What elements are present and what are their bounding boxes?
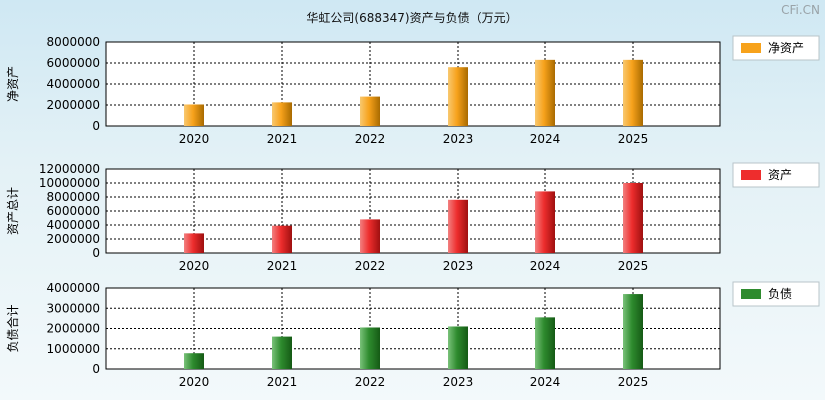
bar-2021 xyxy=(272,336,292,369)
bar-2023 xyxy=(448,67,468,126)
bar-2024 xyxy=(535,317,555,369)
bar-2020 xyxy=(184,353,204,369)
x-tick-label: 2020 xyxy=(179,375,210,389)
y-tick-label: 6000000 xyxy=(47,56,100,70)
x-tick-label: 2021 xyxy=(267,132,298,146)
y-tick-label: 0 xyxy=(92,246,100,260)
legend-swatch xyxy=(741,289,761,299)
y-tick-label: 4000000 xyxy=(47,218,100,232)
x-tick-label: 2022 xyxy=(355,375,386,389)
y-tick-label: 6000000 xyxy=(47,204,100,218)
panel-liabilities: 0 1000000 2000000 3000000 4000000 2020 2021 202… xyxy=(5,281,820,389)
y-tick-label: 2000000 xyxy=(47,322,100,336)
plot-area xyxy=(105,287,721,370)
bar-2022 xyxy=(360,327,380,369)
legend-swatch xyxy=(741,43,761,53)
legend: 资产 xyxy=(732,162,820,188)
x-tick-label: 2024 xyxy=(530,259,561,273)
y-axis-label: 负债合计 xyxy=(5,304,20,352)
x-tick-label: 2024 xyxy=(530,375,561,389)
y-tick-label: 2000000 xyxy=(47,98,100,112)
bar-2020 xyxy=(184,104,204,126)
x-tick-label: 2023 xyxy=(443,259,474,273)
x-tick-label: 2020 xyxy=(179,132,210,146)
bar-2024 xyxy=(535,191,555,253)
y-tick-label: 4000000 xyxy=(47,77,100,91)
y-tick-label: 3000000 xyxy=(47,301,100,315)
x-tick-label: 2020 xyxy=(179,259,210,273)
y-axis-label: 净资产 xyxy=(6,66,20,102)
x-tick-label: 2025 xyxy=(618,259,649,273)
y-tick-label: 2000000 xyxy=(47,232,100,246)
plot-area xyxy=(105,41,721,127)
legend-box xyxy=(732,35,820,61)
y-tick-label: 0 xyxy=(92,119,100,133)
legend: 净资产 xyxy=(732,35,820,61)
panel-net-assets: 0 2000000 4000000 6000000 8000000 2020 2021 202… xyxy=(6,35,820,146)
legend-label: 负债 xyxy=(768,287,792,301)
bar-2021 xyxy=(272,225,292,253)
x-tick-label: 2025 xyxy=(618,132,649,146)
x-tick-label: 2023 xyxy=(443,375,474,389)
bar-2023 xyxy=(448,199,468,253)
y-tick-label: 10000000 xyxy=(39,176,100,190)
x-tick-label: 2021 xyxy=(267,259,298,273)
bar-2022 xyxy=(360,219,380,253)
y-tick-label: 8000000 xyxy=(47,190,100,204)
bar-2024 xyxy=(535,59,555,126)
bar-2020 xyxy=(184,233,204,253)
bar-2021 xyxy=(272,102,292,126)
x-tick-label: 2024 xyxy=(530,132,561,146)
x-tick-label: 2021 xyxy=(267,375,298,389)
panel-total-assets: 0200000040000006000000800000010000000120… xyxy=(6,162,820,273)
bar-2022 xyxy=(360,96,380,126)
legend-label: 资产 xyxy=(768,168,792,182)
bar-2025 xyxy=(623,183,643,253)
plot-area xyxy=(105,168,721,254)
legend-label: 净资产 xyxy=(768,41,804,55)
chart-title: 华虹公司(688347)资产与负债（万元） xyxy=(306,11,517,25)
x-tick-label: 2022 xyxy=(355,259,386,273)
bar-2025 xyxy=(623,59,643,126)
bar-2023 xyxy=(448,326,468,369)
legend-swatch xyxy=(741,170,761,180)
y-tick-label: 12000000 xyxy=(39,162,100,176)
brand-watermark: CFi.CN xyxy=(781,3,820,17)
legend: 负债 xyxy=(732,281,820,307)
x-tick-label: 2023 xyxy=(443,132,474,146)
y-axis-label: 资产总计 xyxy=(6,187,20,235)
y-tick-label: 8000000 xyxy=(47,35,100,49)
bar-2025 xyxy=(623,294,643,369)
y-tick-label: 1000000 xyxy=(47,342,100,356)
y-tick-label: 0 xyxy=(92,362,100,376)
y-tick-label: 4000000 xyxy=(47,281,100,295)
x-tick-label: 2025 xyxy=(618,375,649,389)
x-tick-label: 2022 xyxy=(355,132,386,146)
